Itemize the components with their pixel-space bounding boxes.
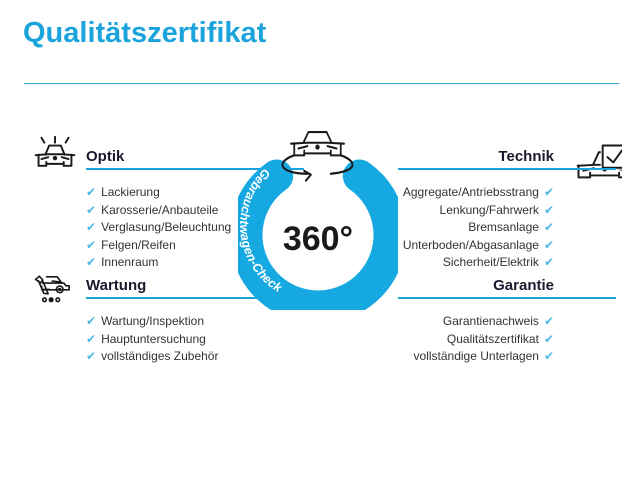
svg-text:360°: 360° bbox=[283, 220, 353, 258]
